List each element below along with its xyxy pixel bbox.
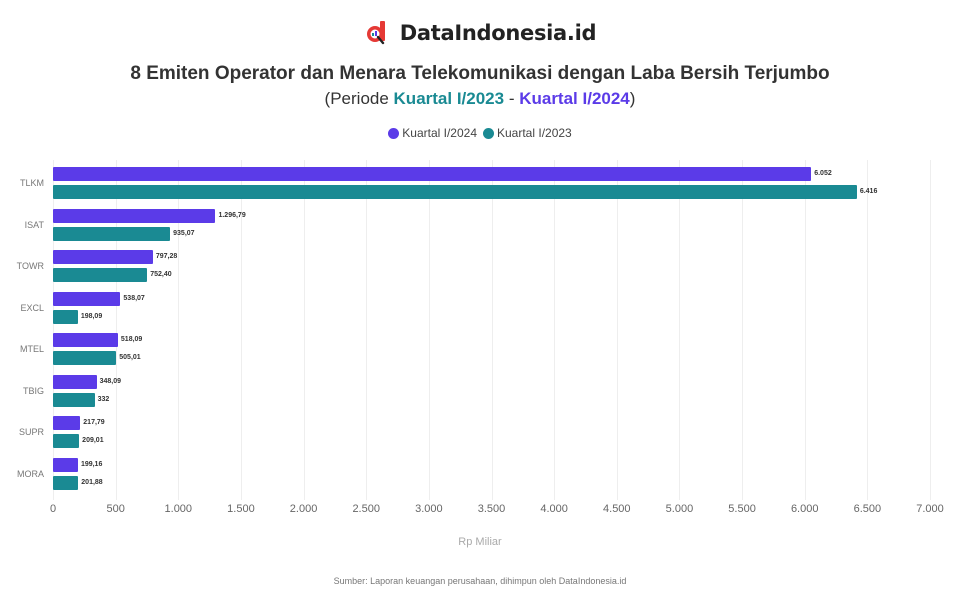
grid-line <box>616 160 618 500</box>
bar-excl-2023[interactable] <box>53 309 78 324</box>
bar-towr-2024[interactable] <box>53 250 153 264</box>
bar-value-label: 217,79 <box>83 419 105 426</box>
bar-tbig-2023[interactable] <box>53 392 95 407</box>
source-note: Sumber: Laporan keuangan perusahaan, dih… <box>333 576 627 586</box>
legend-label: Kuartal I/2024 <box>402 126 477 140</box>
grid-line <box>679 160 681 500</box>
category-label: ISAT <box>24 219 44 230</box>
datainidonesia-logo-icon <box>364 20 390 46</box>
chart-legend: Kuartal I/2024 Kuartal I/2023 <box>0 126 960 140</box>
bar-value-label: 797,28 <box>155 253 178 260</box>
category-label: MTEL <box>19 344 44 354</box>
chart-subtitle: (Periode Kuartal I/2023 - Kuartal I/2024… <box>0 89 960 109</box>
bar-mtel-2024[interactable] <box>53 333 118 347</box>
subtitle-suffix: ) <box>629 89 636 108</box>
bar-mora-2024[interactable] <box>53 457 78 472</box>
bar-value-label: 6.052 <box>814 170 832 177</box>
brand-header: DataIndonesia.id <box>0 20 960 46</box>
legend-dot-icon <box>388 127 400 139</box>
grid-line <box>491 160 493 500</box>
grid-line <box>178 160 180 500</box>
x-tick-label: 0 <box>49 503 57 515</box>
x-tick-label: 3.000 <box>415 503 443 515</box>
bar-value-label: 209,01 <box>82 437 104 444</box>
bar-mtel-2023[interactable] <box>53 351 117 365</box>
grid-line <box>115 160 117 500</box>
category-label: EXCL <box>20 302 44 313</box>
bar-value-label: 201,88 <box>81 478 103 486</box>
bar-value-label: 935,07 <box>173 229 195 237</box>
bar-value-label: 198,09 <box>80 312 103 320</box>
bar-value-label: 538,07 <box>123 294 145 302</box>
bar-mora-2023[interactable] <box>53 475 79 490</box>
grid-line <box>303 160 305 500</box>
bar-value-label: 505,01 <box>119 354 141 361</box>
category-label: TLKM <box>19 178 44 188</box>
x-tick-label: 6.000 <box>790 503 819 515</box>
grid-line <box>742 160 744 500</box>
category-label: MORA <box>17 468 44 479</box>
subtitle-period-2024: Kuartal I/2024 <box>519 89 630 108</box>
bar-tlkm-2024[interactable] <box>53 167 812 181</box>
bar-value-label: 6.416 <box>859 188 878 195</box>
bar-value-label: 518,09 <box>120 336 143 343</box>
category-label: SUPR <box>18 427 44 437</box>
bar-excl-2024[interactable] <box>53 291 121 306</box>
grid-line <box>867 160 869 500</box>
grid-line <box>930 160 931 500</box>
x-tick-label: 5.500 <box>728 503 756 515</box>
legend-label: Kuartal I/2023 <box>497 126 572 140</box>
x-tick-label: 4.500 <box>603 503 631 515</box>
bar-towr-2023[interactable] <box>53 268 148 282</box>
x-tick-label: 2.500 <box>352 503 380 515</box>
category-label: TOWR <box>16 261 44 271</box>
grid-line <box>53 160 54 500</box>
x-tick-label: 2.000 <box>289 503 318 515</box>
bar-value-label: 752,40 <box>150 271 172 278</box>
bar-tlkm-2023[interactable] <box>53 185 857 199</box>
legend-item-2024[interactable]: Kuartal I/2024 <box>388 126 477 140</box>
subtitle-prefix: (Periode <box>324 89 394 108</box>
bar-isat-2024[interactable] <box>53 208 216 223</box>
grid-line <box>554 160 556 500</box>
bar-tbig-2024[interactable] <box>53 374 97 389</box>
category-label: TBIG <box>22 385 44 396</box>
x-tick-label: 500 <box>106 503 125 515</box>
bar-isat-2023[interactable] <box>53 226 171 241</box>
legend-item-2023[interactable]: Kuartal I/2023 <box>483 126 572 140</box>
bar-value-label: 1.296,79 <box>218 211 246 219</box>
x-tick-label: 1.000 <box>164 503 193 515</box>
x-tick-label: 3.500 <box>477 503 506 515</box>
bar-supr-2023[interactable] <box>53 434 80 448</box>
subtitle-period-2023: Kuartal I/2023 <box>393 89 505 108</box>
grid-line <box>804 160 806 500</box>
bar-chart-plot-area: TLKM 6.052 6.416 ISAT 1.296,79 935,07 TOWR 797,… <box>0 160 960 500</box>
x-axis-ticks: 0 500 1.000 1.500 2.000 2.500 3.000 3.500 4.000 4… <box>0 503 960 519</box>
grid-line <box>240 160 242 500</box>
bar-value-label: 348,09 <box>99 377 122 385</box>
x-tick-label: 7.000 <box>916 503 944 515</box>
x-tick-label: 6.500 <box>853 503 882 515</box>
x-tick-label: 4.000 <box>540 503 568 515</box>
grid-line <box>428 160 430 500</box>
subtitle-separator: - <box>504 89 520 108</box>
grid-line <box>366 160 368 500</box>
brand-name: DataIndonesia.id <box>399 21 597 45</box>
x-tick-label: 5.000 <box>665 503 694 515</box>
bar-value-label: 332 <box>97 395 110 403</box>
x-tick-label: 1.500 <box>227 503 255 515</box>
chart-title: 8 Emiten Operator dan Menara Telekomunik… <box>130 63 830 84</box>
x-axis-label: Rp Miliar <box>458 536 502 548</box>
bar-supr-2024[interactable] <box>53 416 81 430</box>
bar-value-label: 199,16 <box>80 460 103 468</box>
legend-dot-icon <box>483 127 494 139</box>
